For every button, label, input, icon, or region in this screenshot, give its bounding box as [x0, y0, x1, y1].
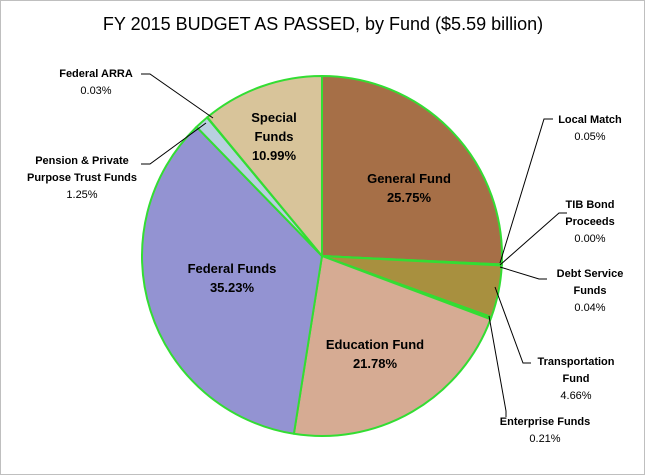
leader-lines-layer	[141, 73, 567, 417]
slices-layer	[140, 75, 503, 437]
slice-special-funds	[206, 75, 323, 257]
label-debt-service-funds: Debt Service Funds 0.04%	[557, 268, 624, 314]
label-transportation-fund: Transportation Fund 4.66%	[537, 356, 614, 402]
chart-title: FY 2015 BUDGET AS PASSED, by Fund ($5.59…	[103, 14, 543, 34]
slice-general-fund	[321, 75, 503, 266]
label-pension-and-private-purpose-trust-funds: Pension & Private Purpose Trust Funds 1.25…	[27, 155, 137, 201]
label-local-match: Local Match 0.05%	[558, 114, 622, 143]
label-federal-funds: Federal Funds 35.23%	[188, 261, 277, 295]
label-enterprise-funds: Enterprise Funds 0.21%	[500, 416, 590, 445]
leader-line-enterprise-funds	[488, 315, 507, 417]
leader-line-tib-bond-proceeds	[499, 212, 567, 266]
outside-labels-layer: Local Match 0.05% TIB Bond Proceeds 0.00% Deb…	[27, 68, 623, 445]
label-education-fund: Education Fund 21.78%	[326, 337, 424, 371]
slice-education-fund	[292, 255, 492, 437]
label-federal-arra: Federal ARRA 0.03%	[59, 68, 133, 97]
leader-line-pension-and-private-purpose-trust-funds	[141, 122, 207, 165]
leader-line-transportation-fund	[494, 286, 531, 364]
leader-line-federal-arra	[141, 73, 214, 119]
label-tib-bond-proceeds: TIB Bond Proceeds 0.00%	[565, 199, 615, 245]
leader-line-local-match	[499, 118, 553, 264]
slice-federal-funds	[140, 125, 323, 435]
label-general-fund: General Fund 25.75%	[367, 171, 451, 205]
label-special-funds: Special Funds 10.99%	[251, 110, 297, 163]
leader-line-debt-service-funds	[499, 266, 547, 280]
inside-labels-layer: General Fund 25.75% Education Fund 21.78% Fe…	[188, 110, 451, 371]
